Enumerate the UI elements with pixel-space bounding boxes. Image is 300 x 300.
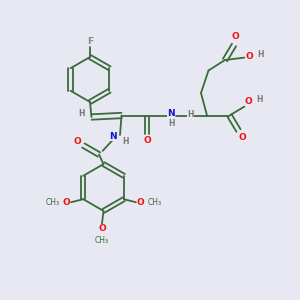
- Text: F: F: [87, 37, 93, 46]
- Text: O: O: [98, 224, 106, 233]
- Text: H: H: [257, 50, 264, 59]
- Text: O: O: [74, 137, 81, 146]
- Text: O: O: [238, 133, 246, 142]
- Text: H: H: [187, 110, 194, 118]
- Text: H: H: [168, 119, 175, 128]
- Text: O: O: [232, 32, 239, 41]
- Text: N: N: [110, 132, 117, 141]
- Text: CH₃: CH₃: [95, 236, 109, 245]
- Text: O: O: [143, 136, 151, 145]
- Text: H: H: [79, 109, 85, 118]
- Text: H: H: [256, 94, 263, 103]
- Text: O: O: [62, 198, 70, 207]
- Text: CH₃: CH₃: [147, 198, 161, 207]
- Text: H: H: [122, 137, 129, 146]
- Text: O: O: [244, 97, 252, 106]
- Text: CH₃: CH₃: [46, 198, 60, 207]
- Text: O: O: [137, 198, 145, 207]
- Text: N: N: [167, 109, 175, 118]
- Text: O: O: [246, 52, 254, 61]
